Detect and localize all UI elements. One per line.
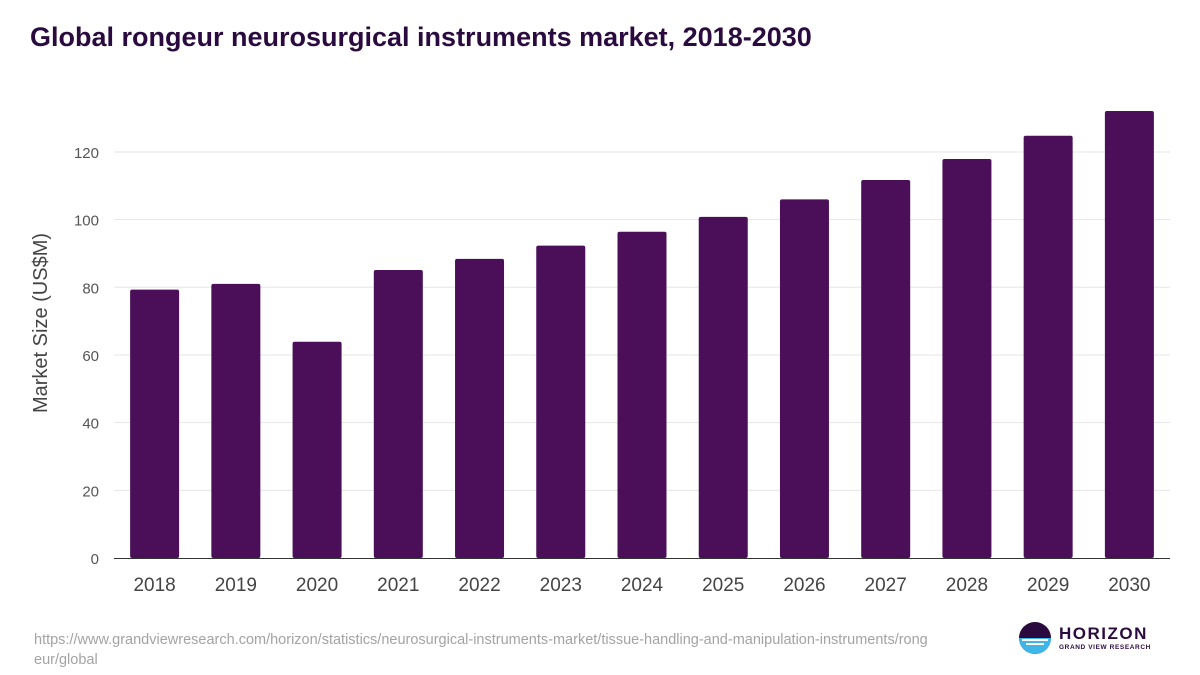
y-tick-label: 60	[82, 348, 99, 365]
logo-name: HORIZON	[1059, 623, 1148, 643]
bar-2029[interactable]	[1023, 135, 1073, 559]
bar-2019[interactable]	[211, 283, 261, 558]
source-url[interactable]: https://www.grandviewresearch.com/horizo…	[34, 632, 928, 668]
x-tick-label: 2023	[540, 575, 582, 596]
horizon-logo[interactable]: HORIZON GRAND VIEW RESEARCH	[1019, 622, 1151, 654]
bar-2026[interactable]	[779, 199, 829, 558]
y-axis-ticks: 0 20 40 60 80 100 120	[74, 145, 99, 568]
x-tick-label: 2022	[458, 575, 500, 596]
x-tick-label: 2020	[296, 575, 338, 596]
y-tick-label: 20	[82, 483, 99, 500]
chart-title: Global rongeur neurosurgical instruments…	[30, 22, 812, 52]
logo-subtitle: GRAND VIEW RESEARCH	[1059, 643, 1151, 651]
bar-chart: 0 20 40 60 80 100 120 2018 2019 2020 2021 2022 2023…	[30, 111, 1170, 596]
bar-2020[interactable]	[292, 341, 342, 558]
bar-2030[interactable]	[1104, 111, 1154, 558]
x-tick-label: 2028	[946, 575, 988, 596]
bar-2027[interactable]	[861, 180, 911, 558]
y-tick-label: 120	[74, 145, 99, 162]
y-axis-label: Market Size (US$M)	[30, 233, 52, 413]
x-tick-label: 2021	[377, 575, 419, 596]
x-tick-label: 2027	[865, 575, 907, 596]
y-tick-label: 100	[74, 213, 99, 230]
bar-2022[interactable]	[455, 258, 505, 558]
x-axis-ticks: 2018 2019 2020 2021 2022 2023 2024 2025 2026 2027…	[133, 575, 1150, 596]
x-tick-label: 2025	[702, 575, 744, 596]
x-tick-label: 2024	[621, 575, 664, 596]
bar-2021[interactable]	[373, 270, 423, 558]
bar-2024[interactable]	[617, 231, 667, 558]
x-tick-label: 2019	[215, 575, 257, 596]
bar-2028[interactable]	[942, 159, 992, 558]
x-tick-label: 2026	[783, 575, 825, 596]
x-tick-label: 2029	[1027, 575, 1069, 596]
bar-2018[interactable]	[130, 289, 180, 558]
bar-2025[interactable]	[698, 216, 748, 558]
horizon-logo-icon	[1019, 622, 1051, 654]
y-tick-label: 0	[91, 551, 99, 568]
bars	[130, 111, 1154, 559]
x-tick-label: 2018	[133, 575, 175, 596]
y-tick-label: 40	[82, 416, 99, 433]
x-tick-label: 2030	[1108, 575, 1150, 596]
y-tick-label: 80	[82, 280, 99, 297]
bar-2023[interactable]	[536, 245, 586, 559]
